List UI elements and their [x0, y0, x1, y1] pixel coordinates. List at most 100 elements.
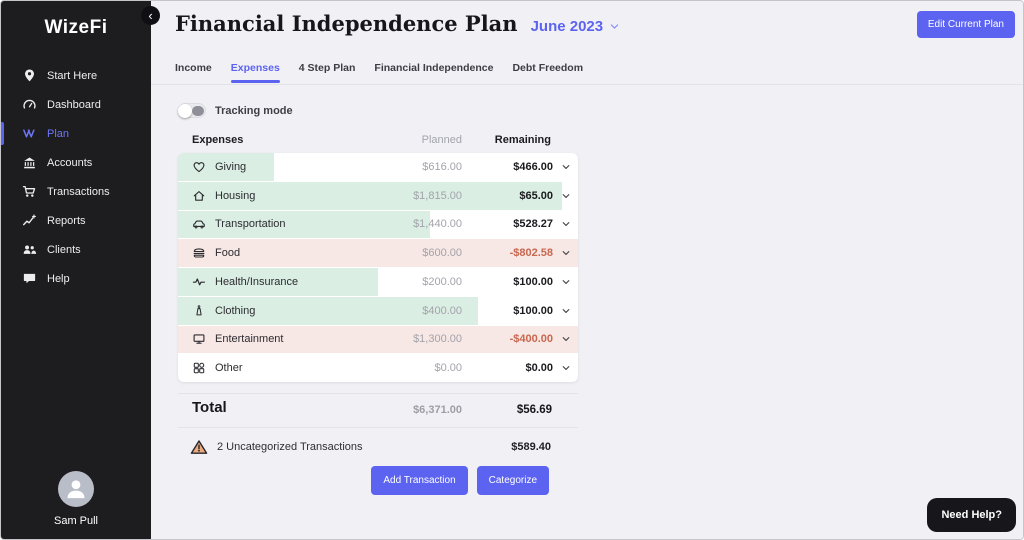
expand-chevron-icon[interactable] — [561, 277, 571, 287]
sidebar-item-label: Help — [47, 272, 70, 285]
warning-icon — [190, 439, 208, 455]
tab-expenses[interactable]: Expenses — [230, 62, 280, 83]
remaining-value: $0.00 — [525, 362, 553, 375]
sidebar-item-reports[interactable]: Reports — [1, 206, 151, 235]
budget-progress-fill — [178, 210, 430, 239]
remaining-value: $100.00 — [513, 275, 553, 288]
sidebar: ‹ WizeFi Start Here Dashboard Plan Accou… — [1, 1, 160, 539]
pulse-icon — [192, 275, 206, 289]
expenses-table: Giving $616.00 $466.00 Housing $1,815.00… — [178, 153, 578, 382]
tracking-mode-row: Tracking mode — [178, 103, 293, 118]
remaining-value: -$400.00 — [509, 333, 553, 346]
category-label: Housing — [215, 189, 256, 202]
category-label: Health/Insurance — [215, 275, 299, 288]
sidebar-item-transactions[interactable]: Transactions — [1, 177, 151, 206]
sidebar-item-accounts[interactable]: Accounts — [1, 148, 151, 177]
sidebar-item-plan[interactable]: Plan — [1, 119, 151, 148]
category-cell: Food — [178, 246, 240, 260]
sidebar-item-help[interactable]: Help — [1, 264, 151, 293]
expense-row-transportation[interactable]: Transportation $1,440.00 $528.27 — [178, 210, 578, 240]
sidebar-collapse-button[interactable]: ‹ — [141, 6, 160, 25]
sidebar-item-label: Reports — [47, 214, 86, 227]
user-name: Sam Pull — [53, 515, 99, 527]
planned-value: $1,815.00 — [413, 189, 462, 202]
main-content: Financial Independence Plan June 2023 Ed… — [151, 1, 1023, 539]
chevron-down-icon — [609, 21, 620, 32]
expense-row-other[interactable]: Other $0.00 $0.00 — [178, 354, 578, 382]
burger-icon — [192, 246, 206, 260]
column-header-planned: Planned — [421, 134, 462, 146]
expand-chevron-icon[interactable] — [561, 219, 571, 229]
sidebar-item-dashboard[interactable]: Dashboard — [1, 90, 151, 119]
sidebar-item-label: Plan — [47, 127, 70, 140]
total-label: Total — [192, 399, 227, 416]
tab-debt-freedom[interactable]: Debt Freedom — [512, 62, 584, 74]
planned-value: $1,440.00 — [413, 218, 462, 231]
planned-value: $600.00 — [422, 247, 462, 260]
wizefi-logo: WizeFi — [44, 17, 108, 38]
sidebar-item-label: Transactions — [47, 185, 110, 198]
categorize-button[interactable]: Categorize — [476, 466, 549, 495]
tab-financial-independence[interactable]: Financial Independence — [374, 62, 494, 74]
need-help-button[interactable]: Need Help? — [927, 498, 1016, 532]
home-icon — [192, 189, 206, 203]
category-label: Entertainment — [215, 333, 284, 346]
add-transaction-button[interactable]: Add Transaction — [371, 466, 468, 495]
wizefi-w-icon — [22, 126, 37, 141]
budget-progress-fill — [178, 239, 578, 267]
expense-row-giving[interactable]: Giving $616.00 $466.00 — [178, 153, 578, 182]
category-cell: Other — [178, 361, 243, 375]
expense-row-entertainment[interactable]: Entertainment $1,300.00 -$400.00 — [178, 325, 578, 355]
planned-value: $400.00 — [422, 304, 462, 317]
action-buttons: Add Transaction Categorize — [178, 466, 578, 495]
budget-progress-fill — [178, 325, 578, 354]
planned-value: $616.00 — [422, 160, 462, 173]
sidebar-item-label: Clients — [47, 243, 81, 256]
category-label: Other — [215, 362, 243, 375]
category-cell: Health/Insurance — [178, 275, 298, 289]
tab-bar: Income Expenses 4 Step Plan Financial In… — [175, 62, 583, 83]
cart-icon — [22, 184, 37, 199]
category-label: Giving — [215, 160, 247, 173]
period-dropdown[interactable]: June 2023 — [531, 18, 621, 35]
toggle-knob — [178, 103, 192, 118]
total-divider-top — [178, 393, 578, 394]
edit-current-plan-button[interactable]: Edit Current Plan — [916, 11, 1015, 38]
location-pin-icon — [22, 68, 37, 83]
category-cell: Giving — [178, 160, 246, 174]
user-profile[interactable]: Sam Pull — [1, 471, 151, 527]
tracking-mode-toggle[interactable] — [178, 103, 206, 118]
column-header-expenses: Expenses — [192, 134, 244, 146]
expense-row-food[interactable]: Food $600.00 -$802.58 — [178, 239, 578, 268]
expand-chevron-icon[interactable] — [561, 162, 571, 172]
car-icon — [192, 217, 206, 231]
expand-chevron-icon[interactable] — [561, 334, 571, 344]
tabs-divider — [151, 84, 1023, 85]
page-title-text: Financial Independence Plan — [175, 11, 518, 36]
uncategorized-label: 2 Uncategorized Transactions — [217, 441, 363, 453]
expense-row-housing[interactable]: Housing $1,815.00 $65.00 — [178, 181, 578, 211]
tab-income[interactable]: Income — [175, 62, 212, 74]
clothing-icon — [192, 304, 206, 318]
sidebar-item-start-here[interactable]: Start Here — [1, 61, 151, 90]
expand-chevron-icon[interactable] — [561, 363, 571, 373]
planned-value: $200.00 — [422, 275, 462, 288]
total-remaining-value: $56.69 — [516, 404, 552, 416]
uncategorized-transactions-row: 2 Uncategorized Transactions $589.40 — [178, 437, 578, 457]
remaining-value: $65.00 — [519, 189, 553, 202]
expand-chevron-icon[interactable] — [561, 191, 571, 201]
tab-4-step-plan[interactable]: 4 Step Plan — [298, 62, 356, 74]
sidebar-item-clients[interactable]: Clients — [1, 235, 151, 264]
person-icon — [63, 476, 89, 502]
budget-progress-fill — [178, 268, 378, 296]
expand-chevron-icon[interactable] — [561, 306, 571, 316]
expand-chevron-icon[interactable] — [561, 248, 571, 258]
tracking-mode-label: Tracking mode — [215, 104, 293, 117]
expense-row-health-insurance[interactable]: Health/Insurance $200.00 $100.00 — [178, 268, 578, 297]
bank-icon — [22, 155, 37, 170]
expense-row-clothing[interactable]: Clothing $400.00 $100.00 — [178, 296, 578, 326]
people-icon — [22, 242, 37, 257]
monitor-icon — [192, 332, 206, 346]
category-cell: Clothing — [178, 304, 255, 318]
